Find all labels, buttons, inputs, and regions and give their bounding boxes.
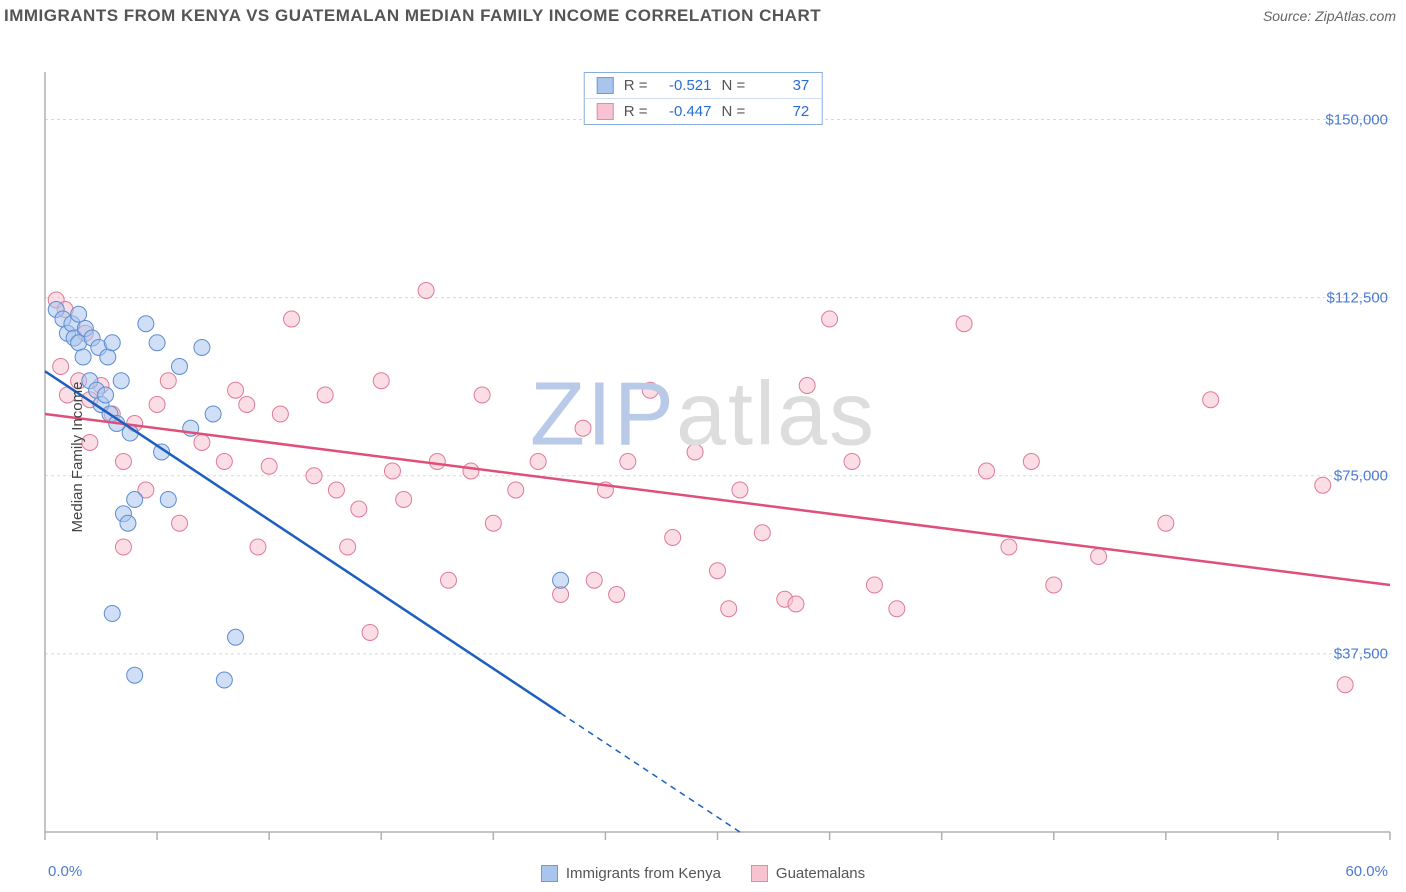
stats-row-kenya: R = -0.521 N = 37 bbox=[585, 73, 822, 98]
scatter-plot-svg bbox=[0, 32, 1406, 862]
r-value-kenya: -0.521 bbox=[658, 77, 712, 94]
source-name: ZipAtlas.com bbox=[1315, 8, 1396, 24]
y-axis-title: Median Family Income bbox=[69, 382, 86, 533]
r-label: R = bbox=[624, 77, 648, 94]
chart-area: Median Family Income ZIPatlas $37,500$75… bbox=[0, 32, 1406, 882]
y-tick-label: $150,000 bbox=[1325, 111, 1388, 128]
swatch-guat bbox=[597, 103, 614, 120]
legend-item-guat: Guatemalans bbox=[751, 865, 865, 882]
stats-legend: R = -0.521 N = 37 R = -0.447 N = 72 bbox=[584, 72, 823, 125]
swatch-guat bbox=[751, 865, 768, 882]
r-value-guat: -0.447 bbox=[658, 103, 712, 120]
y-tick-label: $75,000 bbox=[1334, 467, 1388, 484]
y-tick-label: $112,500 bbox=[1327, 289, 1388, 306]
chart-title: IMMIGRANTS FROM KENYA VS GUATEMALAN MEDI… bbox=[4, 6, 821, 26]
swatch-kenya bbox=[597, 77, 614, 94]
source-label: Source: bbox=[1263, 8, 1311, 24]
n-label: N = bbox=[722, 77, 746, 94]
legend-label-kenya: Immigrants from Kenya bbox=[566, 865, 721, 882]
bottom-legend: Immigrants from Kenya Guatemalans bbox=[0, 865, 1406, 882]
legend-label-guat: Guatemalans bbox=[776, 865, 865, 882]
title-bar: IMMIGRANTS FROM KENYA VS GUATEMALAN MEDI… bbox=[0, 0, 1406, 32]
n-value-kenya: 37 bbox=[755, 77, 809, 94]
legend-item-kenya: Immigrants from Kenya bbox=[541, 865, 721, 882]
n-value-guat: 72 bbox=[755, 103, 809, 120]
n-label: N = bbox=[722, 103, 746, 120]
y-tick-label: $37,500 bbox=[1334, 645, 1388, 662]
source: Source: ZipAtlas.com bbox=[1263, 8, 1396, 24]
swatch-kenya bbox=[541, 865, 558, 882]
stats-row-guat: R = -0.447 N = 72 bbox=[585, 98, 822, 124]
r-label: R = bbox=[624, 103, 648, 120]
